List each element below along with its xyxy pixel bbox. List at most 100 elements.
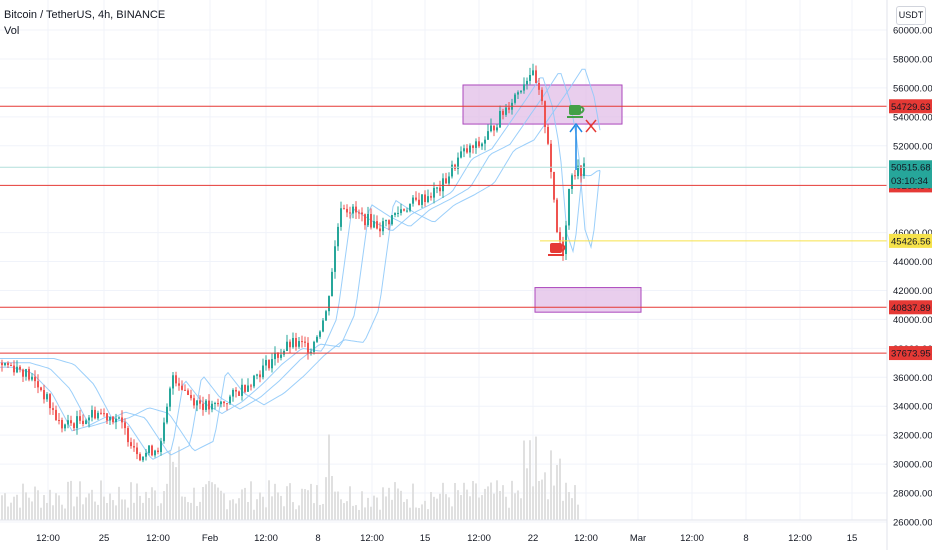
candle-body <box>484 139 486 144</box>
candle-body <box>319 331 321 337</box>
volume-bar <box>298 505 300 520</box>
volume-bar <box>520 498 522 520</box>
volume-bar <box>121 499 123 520</box>
price-tick-label: 56000.00 <box>893 83 932 94</box>
price-line-value: 45426.56 <box>891 236 931 247</box>
volume-bar <box>133 502 135 520</box>
chart-grid <box>0 0 887 523</box>
candle-body <box>406 210 408 212</box>
volume-bar <box>262 496 264 520</box>
volume-bar <box>124 499 126 520</box>
volume-indicator-label[interactable]: Vol <box>4 25 20 37</box>
volume-bar <box>46 502 48 520</box>
candle-body <box>286 341 288 352</box>
candle-body <box>175 375 177 384</box>
volume-bar <box>34 486 36 520</box>
candle-body <box>340 208 342 227</box>
time-axis[interactable]: 12:00 25 12:00 Feb 12:00 8 12:00 15 12:00 22 12:00… <box>0 519 887 544</box>
candle-body <box>370 214 372 228</box>
candle-body <box>205 400 207 410</box>
candle-body <box>580 165 582 177</box>
countdown-value: 03:10:34 <box>891 176 928 187</box>
candle-body <box>391 215 393 225</box>
volume-bar <box>142 502 144 520</box>
candle-body <box>145 452 147 457</box>
candle-body <box>559 232 561 242</box>
volume-bar <box>214 484 216 520</box>
candle-body <box>1 362 3 366</box>
candle-body <box>532 70 534 76</box>
candle-body <box>565 225 567 255</box>
candle-body <box>22 369 24 377</box>
candle-body <box>508 107 510 110</box>
volume-bar <box>499 490 501 520</box>
zones-layer <box>462 84 642 313</box>
volume-bar <box>94 501 96 520</box>
candle-body <box>163 422 165 442</box>
volume-bar <box>145 491 147 520</box>
candle-body <box>376 221 378 229</box>
candle-body <box>523 84 525 91</box>
candle-body <box>4 363 6 366</box>
candle-body <box>190 395 192 399</box>
candle-body <box>367 214 369 226</box>
candle-body <box>490 125 492 132</box>
price-axis[interactable]: 60000.00 58000.00 56000.00 54000.00 52000.00… <box>886 0 932 550</box>
candle-body <box>295 337 297 347</box>
candle-body <box>466 148 468 153</box>
volume-bar <box>208 480 210 520</box>
volume-bar <box>295 509 297 520</box>
volume-bar <box>106 503 108 520</box>
volume-bar <box>205 484 207 520</box>
volume-bar <box>532 486 534 520</box>
volume-bar <box>289 483 291 520</box>
candle-body <box>97 412 99 419</box>
volume-bar <box>304 489 306 520</box>
volume-bar <box>559 458 561 520</box>
volume-bar <box>268 480 270 520</box>
candle-body <box>262 365 264 378</box>
candle-body <box>64 424 66 429</box>
volume-bar <box>235 503 237 520</box>
volume-bar <box>466 489 468 520</box>
volume-bar <box>211 482 213 520</box>
price-line-value: 40837.89 <box>891 303 931 314</box>
volume-bar <box>223 493 225 520</box>
volume-bar <box>391 499 393 520</box>
horizontal-lines-layer <box>0 105 887 354</box>
candle-body <box>328 296 330 312</box>
volume-bar <box>370 506 372 520</box>
volume-bar <box>172 461 174 520</box>
candle-body <box>268 360 270 369</box>
volume-bar <box>139 495 141 520</box>
time-tick-label: 22 <box>528 533 539 544</box>
moving-averages-layer <box>0 68 601 460</box>
volume-bar <box>400 490 402 520</box>
candle-body <box>301 341 303 343</box>
candle-body <box>100 412 102 414</box>
price-tick-label: 32000.00 <box>893 431 932 442</box>
candle-body <box>430 196 432 198</box>
volume-bar <box>49 489 51 520</box>
currency-button[interactable]: USDT <box>896 6 926 25</box>
volume-bar <box>346 501 348 520</box>
candle-body <box>232 389 234 397</box>
volume-bar <box>22 483 24 520</box>
candle-body <box>316 336 318 342</box>
candle-body <box>529 75 531 81</box>
price-tick-label: 52000.00 <box>893 141 932 152</box>
candle-body <box>109 416 111 421</box>
volume-bar <box>448 497 450 520</box>
time-tick-label: 8 <box>315 533 320 544</box>
candle-body <box>493 125 495 131</box>
candle-body <box>280 354 282 358</box>
candle-body <box>46 394 48 400</box>
volume-bar <box>76 496 78 520</box>
candle-body <box>364 214 366 226</box>
volume-bar <box>565 482 567 520</box>
volume-bar <box>229 500 231 520</box>
candle-body <box>577 165 579 177</box>
volume-bar <box>469 496 471 520</box>
volume-bar <box>484 488 486 520</box>
